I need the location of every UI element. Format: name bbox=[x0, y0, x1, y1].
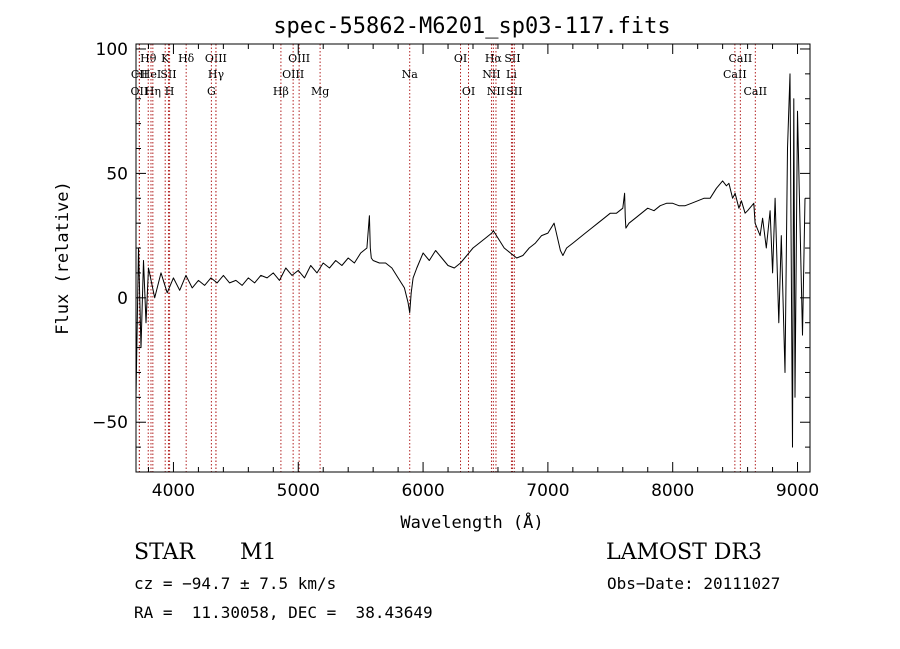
observation-date: Obs−Date: 20111027 bbox=[607, 574, 781, 593]
y-tick-label: 100 bbox=[96, 40, 128, 60]
chart-title: spec-55862-M6201_sp03-117.fits bbox=[273, 14, 670, 39]
line-label: Hδ bbox=[178, 52, 195, 65]
line-label: SII bbox=[160, 68, 176, 81]
line-label: H bbox=[165, 85, 175, 98]
line-label: Hη bbox=[145, 85, 161, 98]
line-label: NII bbox=[482, 68, 500, 81]
y-tick-label: 50 bbox=[106, 164, 128, 184]
line-label: Mg bbox=[311, 85, 329, 98]
line-label: Hα bbox=[485, 52, 503, 65]
line-label: Hθ bbox=[140, 52, 157, 65]
x-tick-label: 4000 bbox=[152, 481, 195, 501]
plot-frame bbox=[135, 43, 811, 473]
line-label: OII bbox=[131, 85, 149, 98]
line-label: CaII bbox=[723, 68, 747, 81]
redshift-velocity: cz = −94.7 ± 7.5 km/s bbox=[134, 574, 337, 593]
line-label: SII bbox=[504, 52, 520, 65]
object-subclass: M1 bbox=[240, 540, 277, 565]
line-label: K bbox=[161, 52, 170, 65]
line-label: CII bbox=[131, 68, 148, 81]
y-tick-label: 0 bbox=[117, 289, 128, 309]
line-label: Hγ bbox=[208, 68, 225, 81]
line-label: Hβ bbox=[273, 85, 289, 98]
flux-series bbox=[135, 73, 806, 448]
coordinates: RA = 11.30058, DEC = 38.43649 bbox=[134, 603, 433, 622]
y-axis-label: Flux (relative) bbox=[53, 181, 73, 335]
line-label: OI bbox=[462, 85, 475, 98]
line-label: OIII bbox=[288, 52, 310, 65]
flux-line bbox=[135, 73, 806, 448]
line-label: Na bbox=[402, 68, 419, 81]
x-tick-label: 7000 bbox=[526, 481, 569, 501]
line-label: HeI bbox=[141, 68, 161, 81]
x-tick-label: 9000 bbox=[776, 481, 819, 501]
x-tick-label: 6000 bbox=[401, 481, 444, 501]
line-label: G bbox=[207, 85, 216, 98]
line-label: OI bbox=[454, 52, 467, 65]
axes: 4000 5000 6000 7000 8000 9000 −50 0 50 100 bbox=[92, 40, 819, 501]
line-label: NII bbox=[487, 85, 505, 98]
line-label: CaII bbox=[743, 85, 767, 98]
x-tick-label: 5000 bbox=[277, 481, 320, 501]
line-label: Li bbox=[506, 68, 517, 81]
line-label: CaII bbox=[729, 52, 753, 65]
line-label: SII bbox=[506, 85, 522, 98]
line-label: OIII bbox=[282, 68, 304, 81]
x-tick-label: 8000 bbox=[651, 481, 694, 501]
y-tick-label: −50 bbox=[92, 413, 128, 433]
object-class: STAR bbox=[134, 540, 195, 565]
x-axis-label: Wavelength (Å) bbox=[400, 511, 543, 533]
survey-name: LAMOST DR3 bbox=[606, 540, 762, 565]
